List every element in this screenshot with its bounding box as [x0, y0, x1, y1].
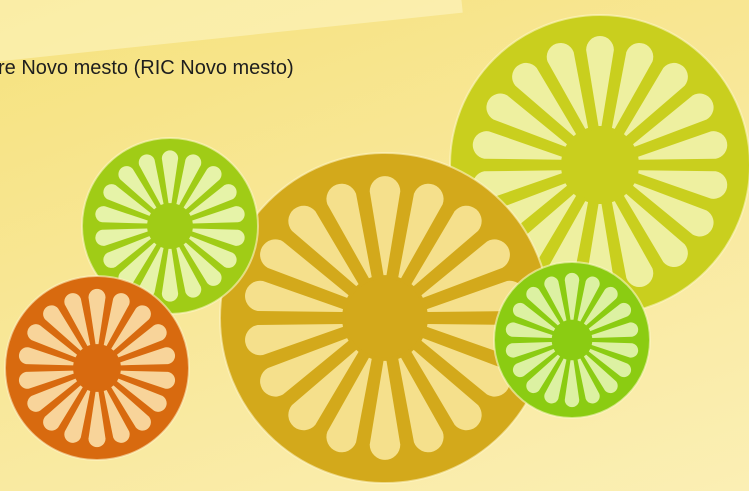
wheel-gap [192, 228, 245, 246]
wheel-gap [95, 206, 148, 224]
wheel-gap [398, 357, 444, 453]
wheel-gap [426, 280, 525, 313]
wheel-gap [588, 302, 632, 332]
wheel-gap [116, 324, 167, 358]
wheel-gap [638, 131, 728, 160]
wheel-gap [421, 239, 510, 298]
wheel-gap [27, 378, 78, 412]
wheel-hub [148, 204, 192, 248]
wheel-gap [577, 276, 600, 322]
wheel-gap [118, 166, 157, 210]
wheel-gap [192, 206, 245, 224]
wheel-gap [411, 205, 482, 287]
wheel-gap [88, 288, 106, 345]
wheel-gap [18, 370, 74, 389]
wheel-gap [546, 42, 589, 129]
wheel [219, 152, 551, 484]
wheel-gap [633, 183, 714, 237]
wheel-gap [588, 348, 632, 378]
wheel-gap [245, 323, 344, 356]
wheel-gap [260, 239, 349, 298]
wheel-gap [176, 246, 202, 298]
wheel-gap [526, 286, 561, 326]
wheel-gap [116, 378, 167, 412]
wheel-gap [526, 354, 561, 394]
wheel-gap [103, 389, 130, 443]
wheel-gap [564, 272, 580, 320]
wheel-gap [591, 342, 639, 358]
wheel-gap [611, 201, 654, 288]
wheel-gap [472, 131, 562, 160]
wheel-gap [103, 236, 151, 268]
wheel-gap [288, 205, 359, 287]
wheel-gap [118, 242, 157, 286]
wheel-gap [176, 154, 202, 206]
wheel-gap [512, 62, 577, 137]
wheel [81, 137, 259, 315]
wheel-gap [120, 347, 176, 366]
wheel-gap [633, 93, 714, 147]
wheel-gap [245, 280, 344, 313]
wheel-gap [398, 183, 444, 279]
wheel-gap [95, 228, 148, 246]
wheel-gap [111, 305, 151, 351]
wheel-gap [189, 236, 237, 268]
wheel-gap [103, 293, 130, 347]
wheel-gap [64, 293, 91, 347]
wheel-gap [111, 385, 151, 431]
wheel-gap [27, 324, 78, 358]
wheel-gap [161, 248, 179, 302]
wheel-gap [583, 286, 618, 326]
wheel-gap [326, 357, 372, 453]
wheel-gap [472, 170, 562, 199]
wheel-gap [591, 322, 639, 338]
wheel-gap [505, 342, 553, 358]
wheel-gap [189, 184, 237, 216]
wheel-gap [43, 305, 83, 351]
wheel-gap [88, 391, 106, 448]
wheel-hub [553, 321, 591, 359]
wheel-gap [564, 360, 580, 408]
wheel-gap [583, 354, 618, 394]
wheel-gap [611, 42, 654, 129]
wheel-gap [411, 349, 482, 431]
wheel-gap [138, 246, 164, 298]
wheel-gap [183, 166, 222, 210]
wheel-gap [120, 370, 176, 389]
wheel-gap [288, 349, 359, 431]
wheel-gap [138, 154, 164, 206]
wheel-gap [18, 347, 74, 366]
wheel-gap [577, 358, 600, 404]
wheel-gap [623, 193, 688, 268]
wheel-gap [544, 276, 567, 322]
wheel-gap [638, 170, 728, 199]
wheel-gap [505, 322, 553, 338]
wheel-gap [486, 93, 567, 147]
wheel [4, 275, 190, 461]
wheel-hub [74, 345, 120, 391]
wheel-gap [161, 150, 179, 204]
wheel-gap [326, 183, 372, 279]
wheel-gap [369, 360, 401, 460]
wheel-gap [183, 242, 222, 286]
wheel-gap [369, 176, 401, 276]
wheel-gap [623, 62, 688, 137]
caption: re Novo mesto (RIC Novo mesto) [0, 57, 294, 79]
wheel-gap [512, 348, 556, 378]
wheel-gap [421, 338, 510, 397]
wheel-hub [345, 278, 425, 358]
wheel-gap [544, 358, 567, 404]
wheel-gap [43, 385, 83, 431]
wheel-gap [103, 184, 151, 216]
wheel-gap [64, 389, 91, 443]
wheel-gap [586, 36, 614, 126]
wheel-gap [512, 302, 556, 332]
wheel [493, 261, 651, 419]
wheel-hub [564, 129, 636, 201]
wheel-gap [260, 338, 349, 397]
